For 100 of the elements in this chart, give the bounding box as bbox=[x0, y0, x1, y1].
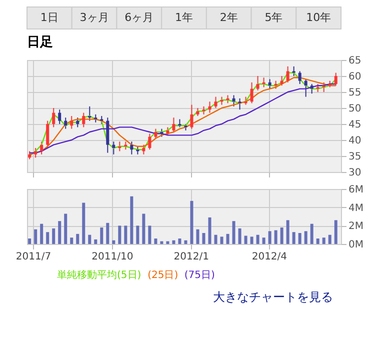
bar bbox=[100, 228, 104, 244]
text: 5年 bbox=[264, 11, 283, 24]
bar bbox=[268, 231, 272, 244]
candlestick bbox=[298, 70, 302, 84]
candlestick bbox=[334, 72, 338, 86]
candlestick bbox=[214, 96, 218, 108]
candlestick bbox=[238, 98, 242, 110]
bar bbox=[64, 214, 68, 244]
bar bbox=[82, 202, 86, 244]
bar bbox=[316, 238, 320, 244]
candlestick bbox=[280, 76, 284, 86]
candlestick bbox=[172, 117, 176, 132]
bar bbox=[202, 233, 206, 244]
bar bbox=[322, 238, 326, 244]
candlestick bbox=[46, 120, 50, 148]
bar bbox=[286, 220, 290, 244]
bar bbox=[274, 230, 278, 244]
bar bbox=[208, 217, 212, 244]
candlestick bbox=[142, 144, 146, 155]
bar bbox=[142, 214, 146, 244]
bar bbox=[76, 234, 80, 244]
candlestick bbox=[154, 128, 158, 139]
text: 3ヶ月 bbox=[80, 11, 109, 24]
y-tick-label: 65 bbox=[348, 56, 362, 66]
bar bbox=[256, 234, 260, 244]
candlestick bbox=[82, 112, 86, 128]
text: 1日 bbox=[40, 11, 58, 24]
text: (25日) bbox=[148, 270, 178, 281]
bar bbox=[148, 226, 152, 244]
bar bbox=[28, 238, 32, 244]
candlestick bbox=[40, 141, 44, 155]
text: 10年 bbox=[306, 11, 332, 24]
bar bbox=[304, 231, 308, 244]
candlestick bbox=[262, 77, 266, 88]
candlestick bbox=[304, 78, 308, 98]
text: 6ヶ月 bbox=[124, 11, 154, 24]
candlestick bbox=[148, 133, 152, 150]
candlestick bbox=[76, 117, 80, 128]
x-tick-label: 2011/7 bbox=[16, 252, 52, 262]
bar bbox=[262, 238, 266, 244]
candlestick bbox=[34, 148, 38, 158]
bar bbox=[130, 196, 134, 244]
y-tick-label: 4M bbox=[348, 202, 364, 214]
bar bbox=[70, 238, 74, 244]
y-tick-label: 30 bbox=[348, 168, 362, 178]
bar bbox=[94, 239, 98, 244]
bar bbox=[178, 238, 182, 244]
bar bbox=[88, 234, 92, 244]
candlestick bbox=[292, 66, 296, 76]
bar bbox=[160, 241, 164, 244]
bar bbox=[310, 224, 314, 244]
bar bbox=[292, 232, 296, 244]
bar bbox=[244, 236, 248, 244]
candlestick bbox=[232, 94, 236, 107]
chart-title: 日足 bbox=[27, 35, 53, 50]
bar bbox=[250, 236, 254, 244]
y-tick-label: 55 bbox=[348, 88, 362, 98]
candlestick bbox=[64, 117, 68, 130]
y-tick-label: 45 bbox=[348, 120, 362, 130]
bar bbox=[106, 222, 110, 244]
candlestick bbox=[250, 82, 254, 104]
candlestick bbox=[286, 66, 290, 83]
x-tick-label: 2012/4 bbox=[252, 252, 288, 262]
y-tick-label: 0M bbox=[348, 240, 364, 250]
y-tick-label: 35 bbox=[348, 152, 362, 162]
text: 単純移動平均(5日) bbox=[57, 269, 142, 281]
bar bbox=[298, 233, 302, 244]
candlestick bbox=[256, 76, 260, 91]
bar bbox=[46, 232, 50, 244]
bar bbox=[136, 226, 140, 244]
bar bbox=[196, 229, 200, 244]
y-tick-label: 40 bbox=[348, 136, 362, 146]
bar bbox=[52, 228, 56, 244]
text: 大きなチャートを見る bbox=[213, 290, 333, 304]
bar bbox=[34, 229, 38, 244]
text: (75日) bbox=[184, 270, 216, 281]
bar bbox=[238, 228, 242, 244]
bar bbox=[124, 226, 128, 244]
candlestick bbox=[52, 108, 56, 128]
bar bbox=[154, 238, 158, 244]
bar bbox=[112, 240, 116, 244]
candlestick bbox=[118, 141, 122, 152]
bar bbox=[214, 234, 218, 244]
candlestick bbox=[58, 109, 62, 124]
candlestick bbox=[322, 82, 326, 92]
candlestick bbox=[310, 84, 314, 94]
x-tick-label: 2012/1 bbox=[174, 252, 209, 262]
text: 1年 bbox=[175, 11, 193, 24]
bar bbox=[334, 220, 338, 244]
text: 2年 bbox=[220, 11, 238, 24]
bar bbox=[232, 221, 236, 244]
bar bbox=[184, 240, 188, 244]
y-tick-label: 50 bbox=[348, 104, 362, 114]
bar bbox=[166, 241, 170, 244]
bar bbox=[40, 224, 44, 244]
bar bbox=[190, 200, 194, 244]
candlestick bbox=[190, 104, 194, 130]
candlestick bbox=[130, 141, 134, 155]
x-tick-label: 2011/10 bbox=[92, 252, 134, 262]
candlestick bbox=[88, 106, 92, 122]
